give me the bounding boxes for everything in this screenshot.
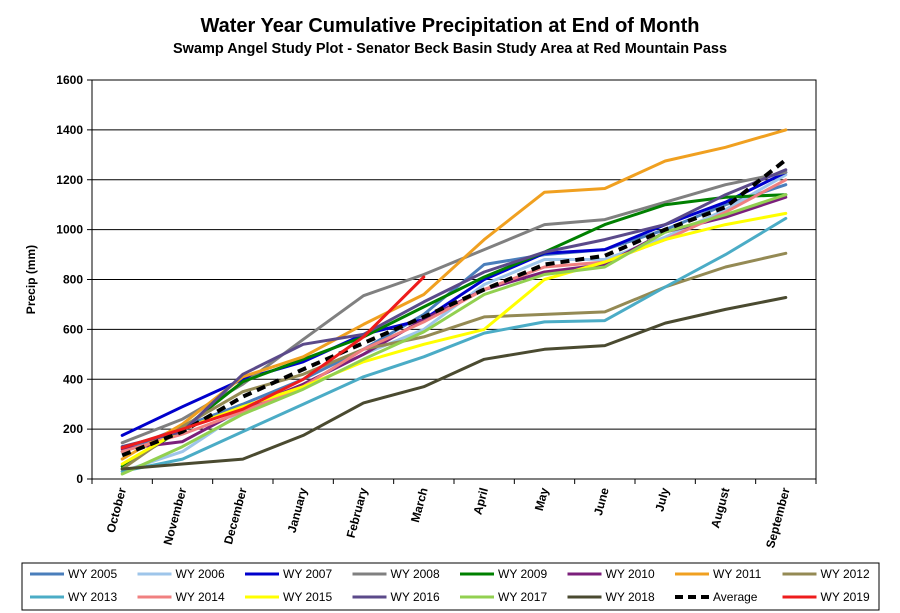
legend-label-wy-2009: WY 2009 — [498, 567, 547, 581]
series-line-average — [121, 158, 788, 458]
y-tick-label: 1600 — [56, 73, 83, 87]
y-axis-title: Precip (mm) — [24, 245, 38, 314]
x-tick-label: June — [591, 486, 612, 517]
legend-label-wy-2017: WY 2017 — [498, 590, 547, 604]
legend-label-wy-2019: WY 2019 — [821, 590, 870, 604]
x-tick-label: August — [708, 486, 732, 530]
y-tick-label: 200 — [63, 422, 83, 436]
legend-label-wy-2015: WY 2015 — [283, 590, 332, 604]
x-axis-ticks: October November December January February Ma… — [91, 479, 817, 550]
x-tick-label: January — [285, 486, 311, 534]
legend-label-wy-2012: WY 2012 — [821, 567, 870, 581]
series-lines — [120, 128, 788, 476]
y-tick-label: 0 — [76, 472, 83, 486]
series-line-wy-2015 — [120, 211, 788, 466]
legend-label-wy-2007: WY 2007 — [283, 567, 332, 581]
legend-label-average: Average — [713, 590, 758, 604]
legend-label-wy-2011: WY 2011 — [713, 567, 762, 581]
series-line-wy-2017 — [120, 193, 788, 476]
y-tick-label: 800 — [63, 273, 83, 287]
y-tick-label: 400 — [63, 372, 83, 386]
x-tick-label: October — [104, 486, 130, 534]
y-tick-label: 1000 — [56, 223, 83, 237]
series-line-wy-2013 — [120, 216, 788, 473]
x-tick-label: February — [344, 486, 371, 540]
legend-label-wy-2008: WY 2008 — [391, 567, 440, 581]
legend-label-wy-2016: WY 2016 — [391, 590, 440, 604]
legend-label-wy-2013: WY 2013 — [68, 590, 117, 604]
chart-subtitle: Swamp Angel Study Plot - Senator Beck Ba… — [172, 41, 728, 57]
series-line-wy-2019 — [120, 275, 426, 450]
legend: WY 2005 WY 2006 WY 2007 WY 2008 WY 2009 WY 20… — [30, 567, 870, 604]
series-line-wy-2009 — [120, 193, 788, 468]
x-tick-label: March — [408, 486, 431, 524]
series-line-wy-2014 — [120, 178, 788, 454]
legend-label-wy-2018: WY 2018 — [606, 590, 655, 604]
y-tick-label: 1200 — [56, 173, 83, 187]
y-tick-label: 1400 — [56, 123, 83, 137]
legend-label-wy-2014: WY 2014 — [176, 590, 225, 604]
x-tick-label: July — [652, 486, 672, 513]
legend-label-wy-2006: WY 2006 — [176, 567, 225, 581]
x-tick-label: May — [532, 486, 552, 512]
grid-lines — [92, 129, 816, 430]
legend-label-wy-2005: WY 2005 — [68, 567, 117, 581]
series-line-wy-2018 — [120, 296, 788, 471]
legend-label-wy-2010: WY 2010 — [606, 567, 655, 581]
x-tick-label: April — [470, 486, 491, 516]
x-tick-label: December — [221, 486, 250, 546]
series-line-wy-2012 — [120, 251, 788, 471]
x-tick-label: November — [161, 486, 190, 547]
x-tick-label: September — [763, 486, 793, 550]
y-tick-label: 600 — [63, 322, 83, 336]
series-line-wy-2016 — [120, 168, 788, 449]
legend-box — [21, 562, 880, 611]
chart-title: Water Year Cumulative Precipitation at E… — [200, 15, 700, 37]
y-axis-ticks: 0 200 400 600 800 1000 1200 1400 1600 — [56, 73, 92, 486]
